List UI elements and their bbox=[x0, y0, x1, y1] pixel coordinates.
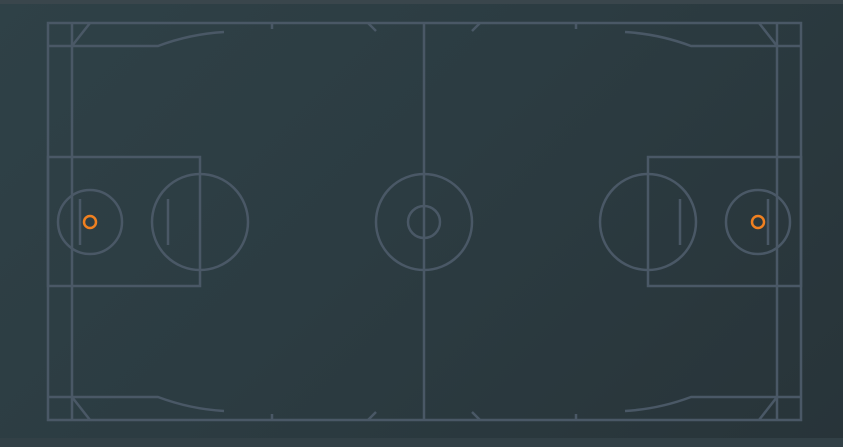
left-bottom-corner-arc bbox=[48, 395, 225, 413]
court-lines bbox=[46, 21, 803, 422]
left-bottom-corner-diagonal bbox=[71, 396, 91, 421]
right-hoop-icon bbox=[750, 214, 766, 230]
right-bottom-corner-diagonal bbox=[758, 396, 778, 421]
center-circle-outer bbox=[374, 172, 474, 272]
left-hoop-icon bbox=[82, 214, 98, 230]
left-key bbox=[46, 155, 202, 288]
bottom-edge-strip bbox=[0, 438, 843, 447]
right-bottom-corner-arc bbox=[624, 395, 801, 413]
right-bottom-diagonal-mark bbox=[471, 411, 481, 421]
left-top-corner-arc bbox=[48, 30, 225, 48]
right-top-corner-diagonal bbox=[758, 22, 778, 47]
top-edge-strip bbox=[0, 0, 843, 4]
left-free-throw-circle bbox=[150, 172, 250, 272]
left-top-diagonal-mark bbox=[367, 22, 377, 32]
right-restricted-circle bbox=[724, 188, 792, 256]
left-bottom-diagonal-mark bbox=[367, 411, 377, 421]
left-top-corner-diagonal bbox=[71, 22, 91, 47]
right-top-corner-arc bbox=[624, 30, 801, 48]
center-circle-inner bbox=[406, 204, 442, 240]
right-free-throw-circle bbox=[598, 172, 698, 272]
right-key bbox=[646, 155, 803, 288]
left-restricted-circle bbox=[56, 188, 124, 256]
right-top-diagonal-mark bbox=[471, 22, 481, 32]
